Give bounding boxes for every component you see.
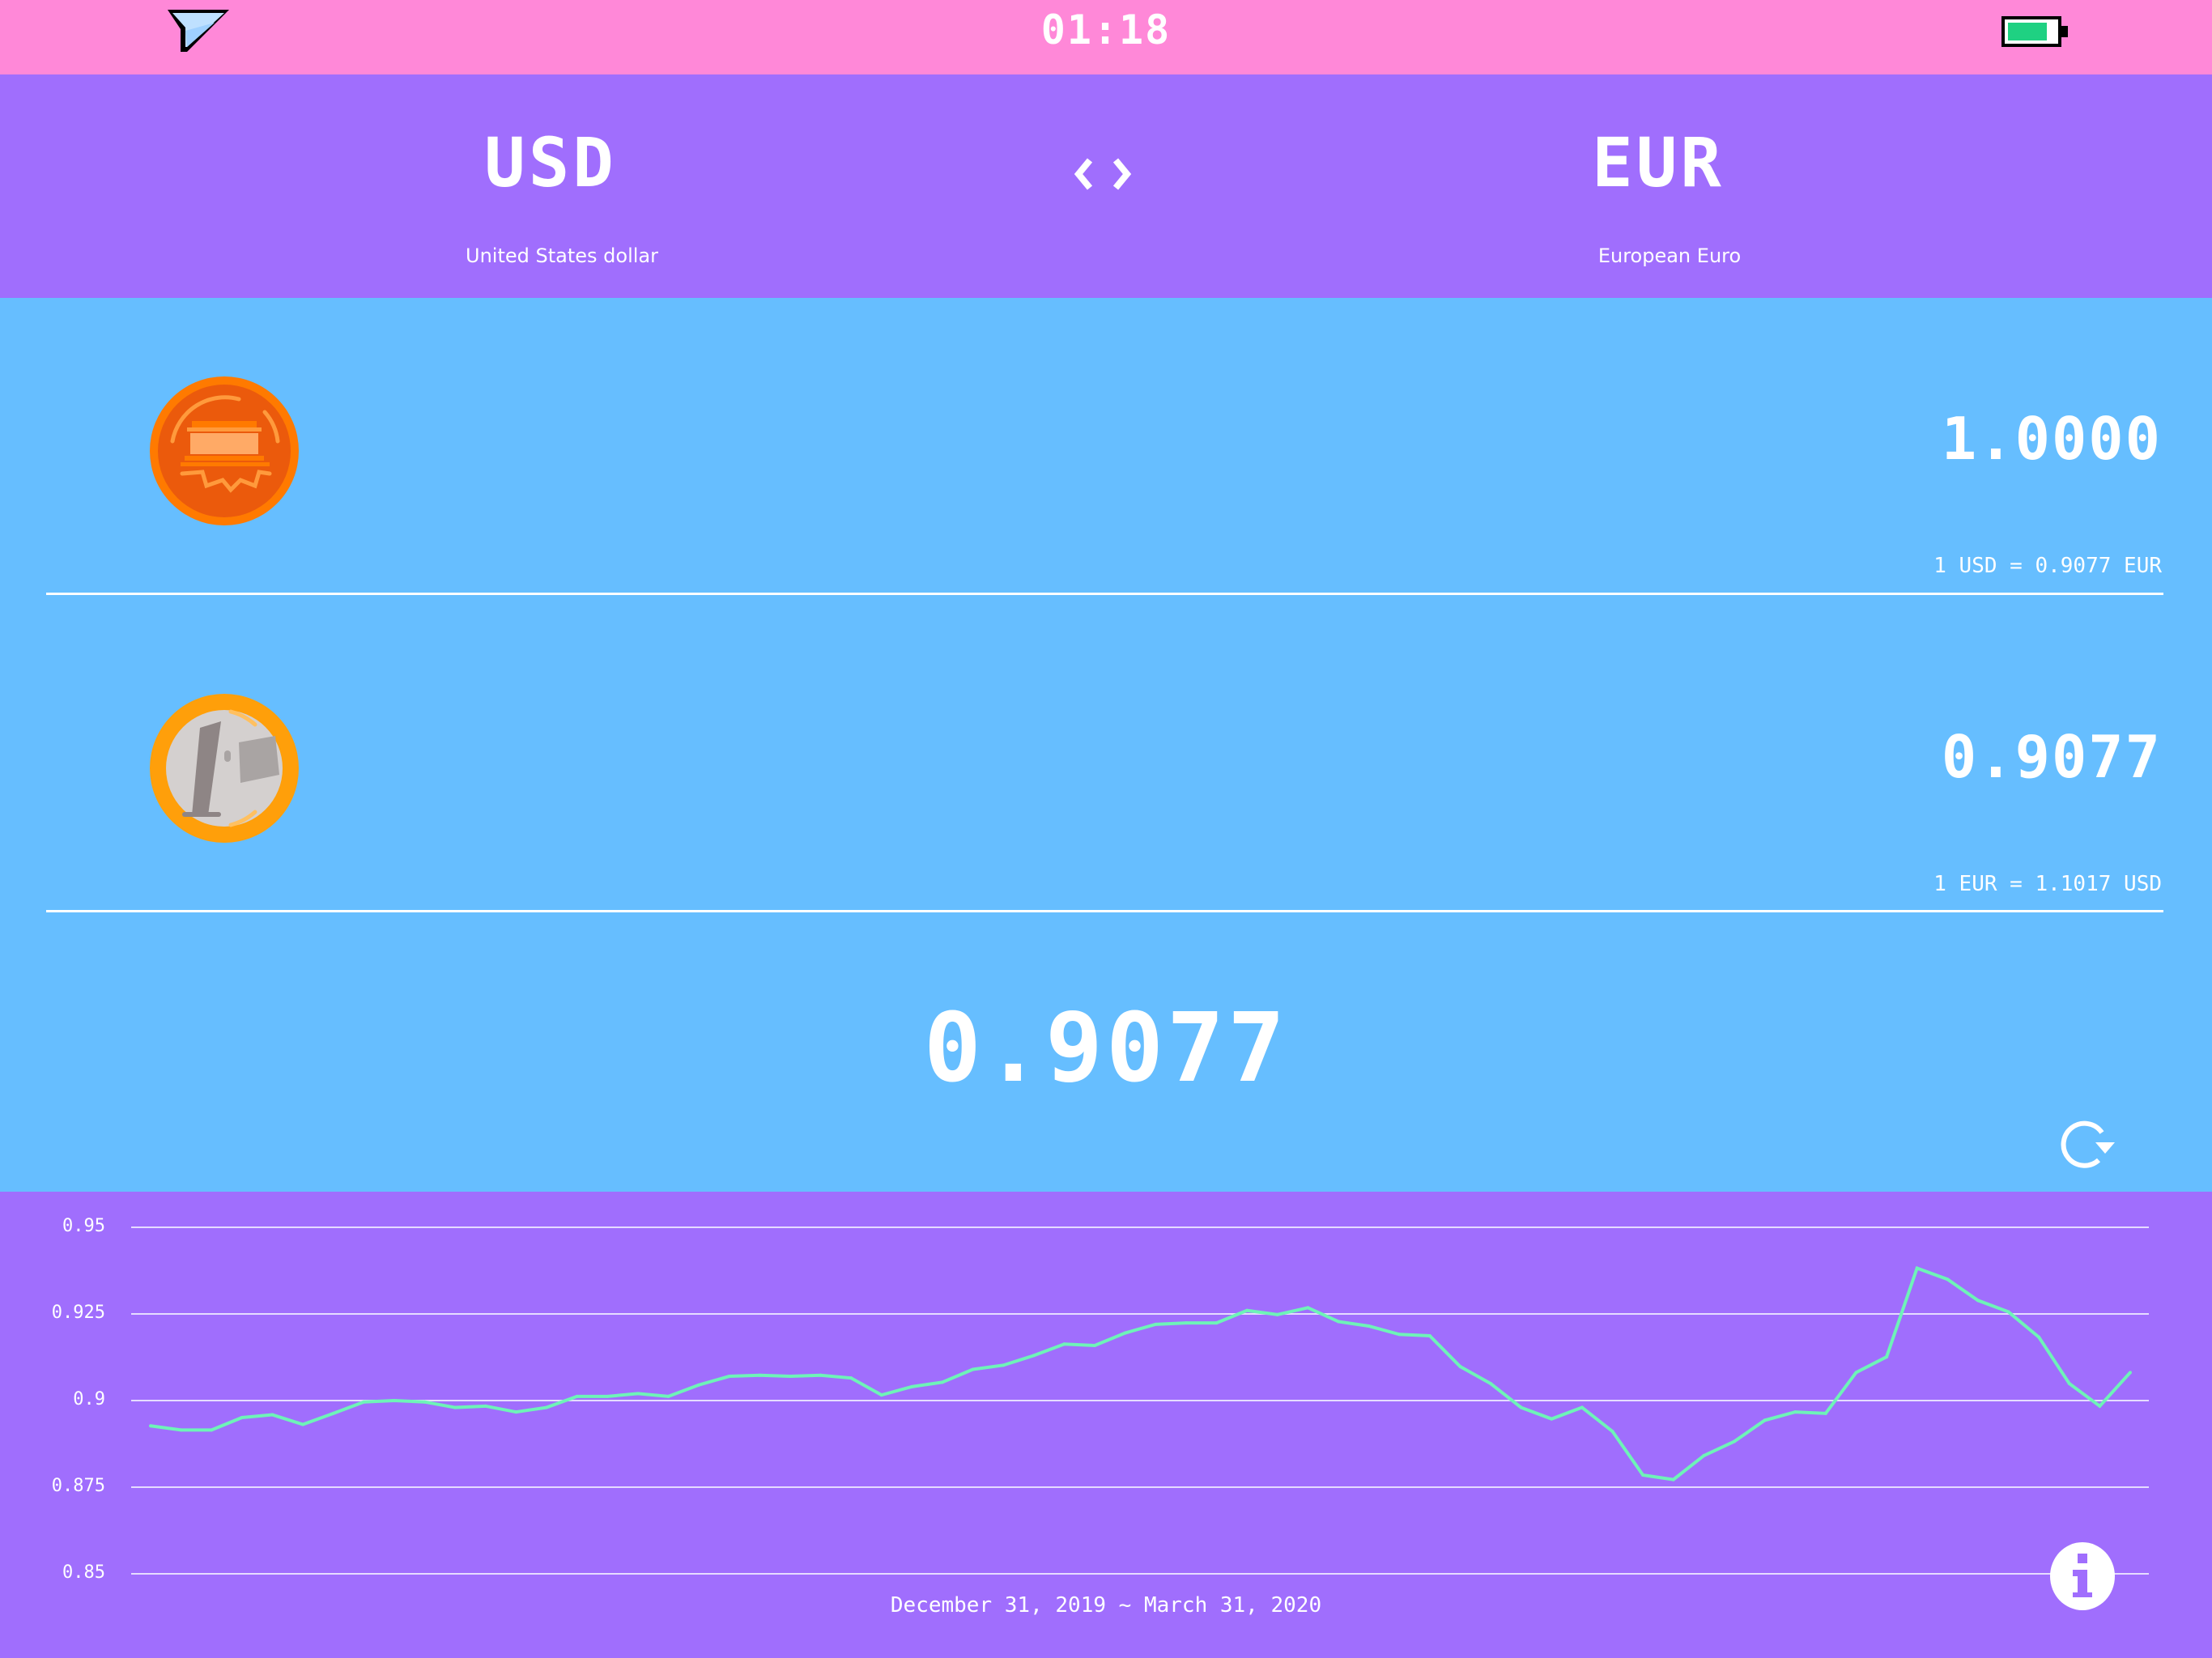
data-point bbox=[1671, 1477, 1675, 1482]
to-currency-code[interactable]: EUR bbox=[1592, 123, 1725, 202]
data-point bbox=[1427, 1333, 1431, 1337]
data-point bbox=[301, 1422, 305, 1426]
refresh-icon[interactable] bbox=[2057, 1113, 2125, 1170]
to-currency-name: European Euro bbox=[1597, 244, 1742, 267]
data-point bbox=[514, 1410, 518, 1414]
from-amount[interactable]: 1.0000 bbox=[1941, 405, 2162, 473]
data-point bbox=[1032, 1354, 1036, 1358]
data-point bbox=[1154, 1322, 1158, 1326]
data-point bbox=[1489, 1382, 1493, 1386]
data-point bbox=[2129, 1371, 2132, 1375]
data-point bbox=[1519, 1405, 1523, 1409]
data-point bbox=[1367, 1324, 1371, 1328]
data-point bbox=[1793, 1410, 1797, 1414]
data-point bbox=[179, 1428, 183, 1432]
swap-arrows-icon[interactable] bbox=[1074, 155, 1132, 193]
data-point bbox=[1885, 1355, 1889, 1359]
data-point bbox=[879, 1393, 883, 1397]
data-point bbox=[1641, 1473, 1645, 1477]
divider bbox=[46, 910, 2163, 912]
data-point bbox=[666, 1394, 670, 1398]
data-point bbox=[1458, 1365, 1462, 1369]
data-point bbox=[697, 1383, 701, 1387]
data-point bbox=[788, 1375, 792, 1379]
data-point bbox=[453, 1405, 457, 1409]
data-point bbox=[575, 1394, 579, 1398]
data-point bbox=[362, 1400, 366, 1404]
data-point bbox=[240, 1415, 244, 1419]
data-point bbox=[1976, 1299, 1980, 1303]
data-point bbox=[2098, 1404, 2102, 1408]
x-axis-label: December 31, 2019 ~ March 31, 2020 bbox=[890, 1593, 1322, 1618]
data-point bbox=[210, 1428, 214, 1432]
data-point bbox=[819, 1373, 823, 1377]
from-rate: 1 USD = 0.9077 EUR bbox=[1933, 554, 2162, 578]
data-point bbox=[423, 1400, 427, 1404]
data-point bbox=[2037, 1335, 2041, 1339]
data-point bbox=[1002, 1363, 1006, 1367]
data-point bbox=[606, 1394, 610, 1398]
data-point bbox=[1397, 1333, 1402, 1337]
currency-header: USD United States dollar EUR European Eu… bbox=[0, 74, 2212, 298]
divider bbox=[46, 593, 2163, 595]
data-point bbox=[545, 1405, 548, 1409]
data-point bbox=[849, 1376, 853, 1380]
data-point bbox=[636, 1392, 640, 1396]
data-point bbox=[2006, 1310, 2010, 1314]
data-point bbox=[483, 1404, 487, 1408]
data-point bbox=[1306, 1306, 1310, 1310]
y-tick-label: 0.95 bbox=[62, 1216, 105, 1236]
main-rate-value: 0.9077 bbox=[923, 992, 1289, 1103]
data-point bbox=[1946, 1278, 1950, 1282]
data-point bbox=[1610, 1430, 1614, 1434]
y-tick-label: 0.925 bbox=[51, 1303, 105, 1323]
data-point bbox=[1702, 1454, 1706, 1458]
history-chart: 0.95 0.925 0.9 0.875 0.85 bbox=[0, 1192, 2212, 1658]
rate-series-line bbox=[150, 1265, 2132, 1482]
chart-plot bbox=[131, 1226, 2149, 1575]
data-point bbox=[1823, 1411, 1827, 1415]
data-point bbox=[1184, 1321, 1188, 1325]
status-bar: 01:18 bbox=[0, 0, 2212, 74]
data-point bbox=[1854, 1371, 1858, 1375]
clock: 01:18 bbox=[1040, 6, 1172, 53]
data-point bbox=[1580, 1405, 1584, 1409]
data-point bbox=[1214, 1321, 1219, 1325]
to-rate: 1 EUR = 1.1017 USD bbox=[1933, 872, 2162, 896]
data-point bbox=[2067, 1382, 2071, 1386]
data-point bbox=[149, 1424, 152, 1428]
data-point bbox=[910, 1384, 914, 1388]
data-point bbox=[270, 1413, 274, 1417]
data-point bbox=[1915, 1266, 1919, 1270]
battery-icon bbox=[2001, 16, 2068, 47]
usd-coin-icon bbox=[150, 376, 299, 525]
data-point bbox=[392, 1399, 396, 1402]
data-point bbox=[971, 1367, 975, 1371]
data-point bbox=[1123, 1331, 1127, 1335]
y-tick-label: 0.875 bbox=[51, 1476, 105, 1496]
data-point bbox=[1275, 1312, 1279, 1316]
euro-coin-icon bbox=[150, 694, 299, 843]
y-tick-label: 0.85 bbox=[62, 1562, 105, 1583]
data-point bbox=[331, 1411, 335, 1415]
to-amount[interactable]: 0.9077 bbox=[1941, 723, 2162, 791]
data-point bbox=[1733, 1439, 1736, 1443]
wifi-signal-icon bbox=[168, 10, 229, 52]
data-point bbox=[1062, 1342, 1066, 1346]
data-point bbox=[1245, 1308, 1249, 1312]
data-point bbox=[941, 1380, 944, 1384]
data-point bbox=[1337, 1320, 1340, 1324]
converter-panel bbox=[0, 298, 2212, 1192]
data-point bbox=[758, 1373, 762, 1377]
from-currency-name: United States dollar bbox=[466, 244, 658, 267]
data-point bbox=[1093, 1343, 1097, 1347]
info-icon[interactable] bbox=[2050, 1542, 2115, 1610]
data-point bbox=[727, 1375, 731, 1379]
from-currency-code[interactable]: USD bbox=[484, 123, 617, 202]
y-tick-label: 0.9 bbox=[73, 1389, 105, 1409]
data-point bbox=[1763, 1418, 1767, 1422]
data-point bbox=[1550, 1417, 1554, 1421]
